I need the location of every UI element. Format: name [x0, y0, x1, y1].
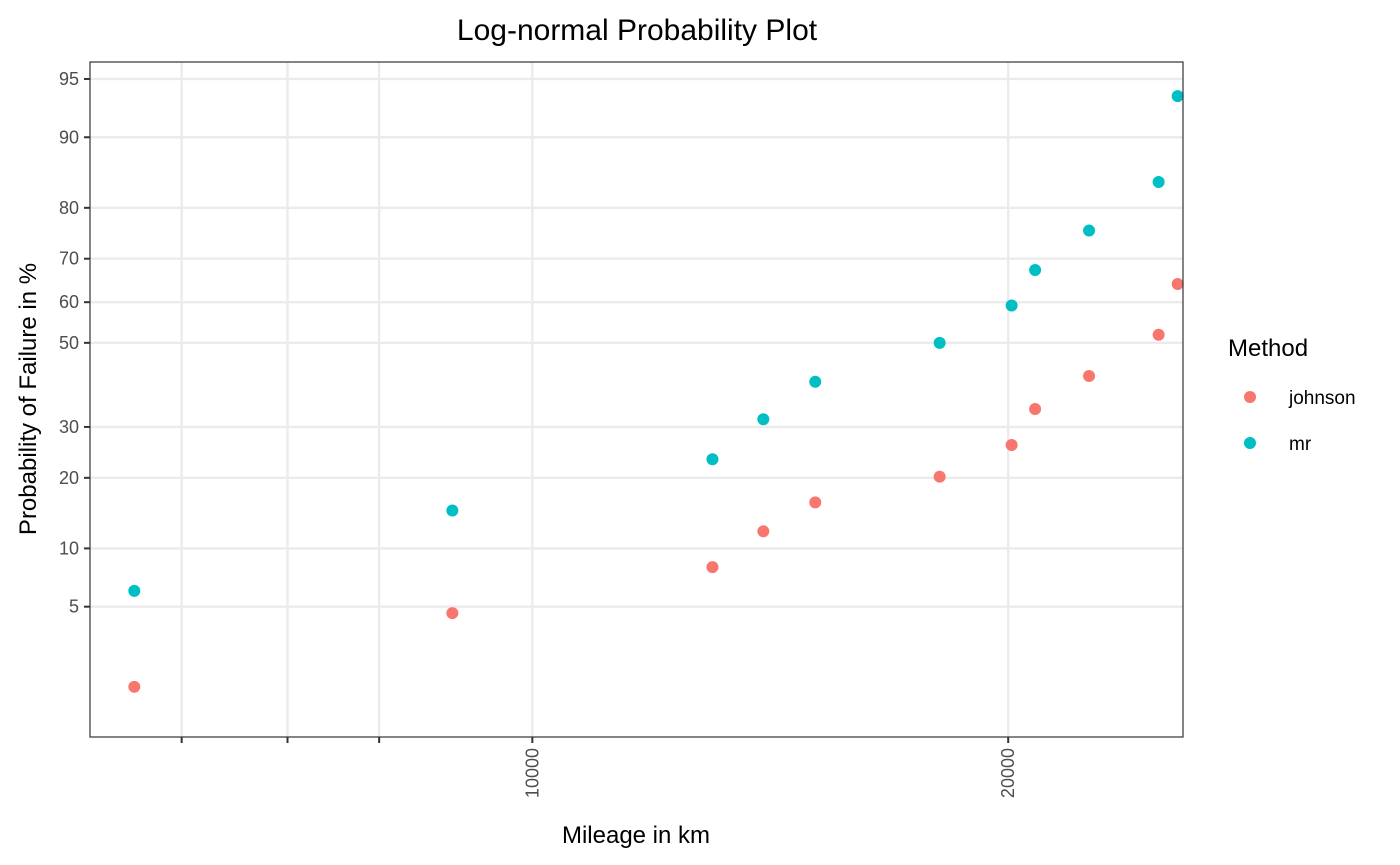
- y-gridlines: [90, 77, 1183, 608]
- point-johnson: [128, 680, 141, 693]
- point-johnson: [1152, 328, 1165, 341]
- point-johnson: [809, 496, 822, 509]
- point-mr: [1083, 224, 1096, 237]
- x-gridlines: [531, 62, 1010, 737]
- y-tick-label: 95: [59, 69, 79, 89]
- y-tick-label: 60: [59, 292, 79, 312]
- point-mr: [933, 336, 946, 349]
- x-tick-label: 10000: [522, 748, 542, 798]
- legend-title: Method: [1228, 335, 1308, 362]
- y-tick-label: 80: [59, 198, 79, 218]
- y-axis-title: Probability of Failure in %: [15, 263, 42, 535]
- x-axis-title: Mileage in km: [562, 822, 710, 849]
- chart-title: Log-normal Probability Plot: [457, 14, 818, 47]
- legend: Method johnson mr: [1228, 335, 1356, 455]
- plot-panel-border: [89, 61, 1184, 738]
- point-mr: [757, 413, 770, 426]
- legend-key-johnson: [1244, 391, 1256, 403]
- y-axis: 5 10 20 30 50 60 70 80 90 95: [59, 69, 90, 617]
- y-tick-label: 50: [59, 333, 79, 353]
- point-mr: [1029, 264, 1042, 277]
- y-tick-label: 5: [69, 597, 79, 617]
- legend-label-mr: mr: [1289, 434, 1312, 455]
- point-johnson: [933, 470, 946, 483]
- y-tick-label: 10: [59, 538, 79, 558]
- point-johnson: [446, 607, 459, 620]
- point-johnson: [1083, 370, 1096, 383]
- x-axis: 10000 20000: [180, 737, 1018, 798]
- data-points: [128, 90, 1184, 693]
- point-johnson: [1005, 439, 1018, 452]
- minor-x-gridlines: [180, 62, 381, 737]
- y-tick-label: 90: [59, 127, 79, 147]
- point-mr: [446, 504, 459, 517]
- x-tick-label: 20000: [998, 748, 1018, 798]
- point-mr: [1005, 299, 1018, 312]
- point-johnson: [706, 561, 719, 574]
- y-tick-label: 70: [59, 249, 79, 269]
- point-johnson: [1029, 402, 1042, 415]
- point-johnson: [1171, 278, 1184, 291]
- point-mr: [809, 375, 822, 388]
- legend-key-mr: [1244, 437, 1256, 449]
- y-tick-label: 20: [59, 468, 79, 488]
- point-mr: [706, 453, 719, 466]
- legend-label-johnson: johnson: [1288, 388, 1356, 409]
- point-mr: [128, 584, 141, 597]
- point-mr: [1152, 175, 1165, 188]
- point-mr: [1171, 90, 1184, 103]
- point-johnson: [757, 525, 770, 538]
- y-tick-label: 30: [59, 417, 79, 437]
